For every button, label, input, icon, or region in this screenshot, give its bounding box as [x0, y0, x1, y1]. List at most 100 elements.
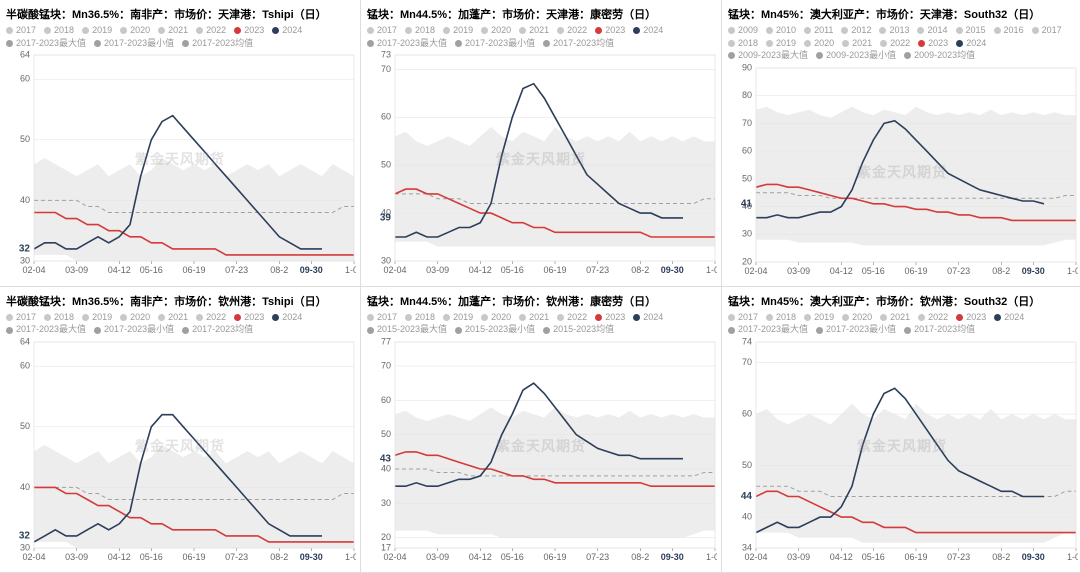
legend-dot-icon	[234, 314, 241, 321]
svg-text:03-09: 03-09	[426, 552, 449, 562]
legend-item: 2024	[633, 24, 663, 37]
svg-text:40: 40	[742, 511, 752, 521]
legend-item: 2018	[766, 311, 796, 324]
legend-item: 2016	[994, 24, 1024, 37]
svg-text:50: 50	[20, 134, 30, 144]
legend-dot-icon	[841, 27, 848, 34]
svg-text:74: 74	[742, 338, 752, 346]
svg-text:02-04: 02-04	[383, 265, 406, 275]
legend-item: 2017-2023最大值	[367, 37, 447, 50]
legend-dot-icon	[367, 27, 374, 34]
legend-dot-icon	[120, 314, 127, 321]
svg-text:32: 32	[19, 531, 31, 542]
svg-text:03-09: 03-09	[426, 265, 449, 275]
svg-text:03-09: 03-09	[787, 266, 810, 276]
svg-text:39: 39	[380, 213, 392, 224]
legend-item: 2017-2023最大值	[6, 323, 86, 336]
legend-item: 2020	[804, 37, 834, 50]
legend-dot-icon	[367, 40, 374, 47]
svg-text:02-04: 02-04	[22, 552, 45, 562]
legend-item: 2017-2023均值	[182, 37, 253, 50]
svg-text:02-04: 02-04	[744, 552, 767, 562]
svg-text:30: 30	[381, 256, 391, 266]
legend-dot-icon	[82, 27, 89, 34]
legend-item: 2015-2023最小值	[455, 323, 535, 336]
svg-text:60: 60	[381, 395, 391, 405]
legend-item: 2012	[841, 24, 871, 37]
legend-dot-icon	[633, 27, 640, 34]
legend-dot-icon	[956, 27, 963, 34]
svg-text:04-12: 04-12	[830, 266, 853, 276]
chart-title: 半碳酸锰块：Mn36.5%：南非产：市场价：天津港：Tshipi（日）	[4, 6, 356, 22]
svg-text:06-19: 06-19	[182, 265, 205, 275]
svg-text:70: 70	[381, 360, 391, 370]
chart-panel: 半碳酸锰块：Mn36.5%：南非产：市场价：钦州港：Tshipi（日）20172…	[0, 287, 361, 573]
legend-item: 2021	[158, 24, 188, 37]
chart-plot-area: 3040506070733902-0403-0904-1205-1606-190…	[365, 51, 717, 267]
svg-text:06-19: 06-19	[543, 552, 566, 562]
svg-text:50: 50	[742, 460, 752, 470]
legend-dot-icon	[633, 314, 640, 321]
legend-dot-icon	[44, 314, 51, 321]
legend-dot-icon	[405, 27, 412, 34]
chart-plot-area: 3440506070744402-0403-0904-1205-1606-190…	[726, 338, 1078, 553]
legend-item: 2017-2023最小值	[94, 37, 174, 50]
legend-item: 2017-2023最小值	[816, 323, 896, 336]
legend-item: 2018	[44, 311, 74, 324]
legend-item: 2020	[120, 24, 150, 37]
chart-legend: 201720182019202020212022202320242017-202…	[365, 24, 717, 49]
legend-dot-icon	[728, 314, 735, 321]
legend-item: 2021	[842, 37, 872, 50]
svg-text:60: 60	[381, 112, 391, 122]
legend-dot-icon	[158, 27, 165, 34]
legend-dot-icon	[956, 314, 963, 321]
legend-item: 2019	[804, 311, 834, 324]
svg-text:09-30: 09-30	[661, 552, 684, 562]
svg-text:60: 60	[20, 361, 30, 371]
chart-title: 锰块：Mn45%：澳大利亚产：市场价：天津港：South32（日）	[726, 6, 1078, 22]
legend-item: 2017-2023均值	[182, 323, 253, 336]
legend-dot-icon	[455, 40, 462, 47]
svg-text:09-30: 09-30	[1022, 552, 1045, 562]
legend-dot-icon	[842, 314, 849, 321]
legend-dot-icon	[804, 314, 811, 321]
legend-dot-icon	[766, 314, 773, 321]
svg-text:06-19: 06-19	[904, 552, 927, 562]
legend-dot-icon	[766, 27, 773, 34]
legend-item: 2009-2023最大值	[728, 49, 808, 62]
svg-text:04-12: 04-12	[469, 552, 492, 562]
legend-dot-icon	[917, 27, 924, 34]
legend-item: 2017	[728, 311, 758, 324]
legend-item: 2017	[6, 24, 36, 37]
legend-dot-icon	[595, 27, 602, 34]
chart-plot-area: 17203040506070774302-0403-0904-1205-1606…	[365, 338, 717, 553]
chart-legend: 201720182019202020212022202320242017-202…	[726, 311, 1078, 336]
legend-item: 2018	[405, 24, 435, 37]
legend-item: 2023	[234, 24, 264, 37]
chart-legend: 201720182019202020212022202320242015-202…	[365, 311, 717, 336]
svg-text:09-30: 09-30	[661, 265, 684, 275]
legend-item: 2017-2023最大值	[728, 323, 808, 336]
legend-dot-icon	[6, 40, 13, 47]
legend-dot-icon	[196, 314, 203, 321]
legend-dot-icon	[6, 327, 13, 334]
legend-item: 2020	[120, 311, 150, 324]
svg-text:73: 73	[381, 51, 391, 59]
svg-text:02-04: 02-04	[22, 265, 45, 275]
legend-item: 2019	[766, 37, 796, 50]
svg-text:06-19: 06-19	[543, 265, 566, 275]
legend-item: 2020	[481, 311, 511, 324]
svg-text:30: 30	[20, 542, 30, 552]
legend-item: 2022	[918, 311, 948, 324]
svg-text:06-19: 06-19	[182, 552, 205, 562]
svg-text:07-23: 07-23	[586, 265, 609, 275]
legend-item: 2017	[6, 311, 36, 324]
svg-text:20: 20	[381, 532, 391, 542]
legend-dot-icon	[196, 27, 203, 34]
chart-legend: 2009201020112012201320142015201620172018…	[726, 24, 1078, 62]
chart-title: 锰块：Mn44.5%：加蓬产：市场价：天津港：康密劳（日）	[365, 6, 717, 22]
legend-dot-icon	[6, 314, 13, 321]
legend-item: 2017	[1032, 24, 1062, 37]
legend-dot-icon	[272, 27, 279, 34]
svg-text:09-30: 09-30	[300, 552, 323, 562]
